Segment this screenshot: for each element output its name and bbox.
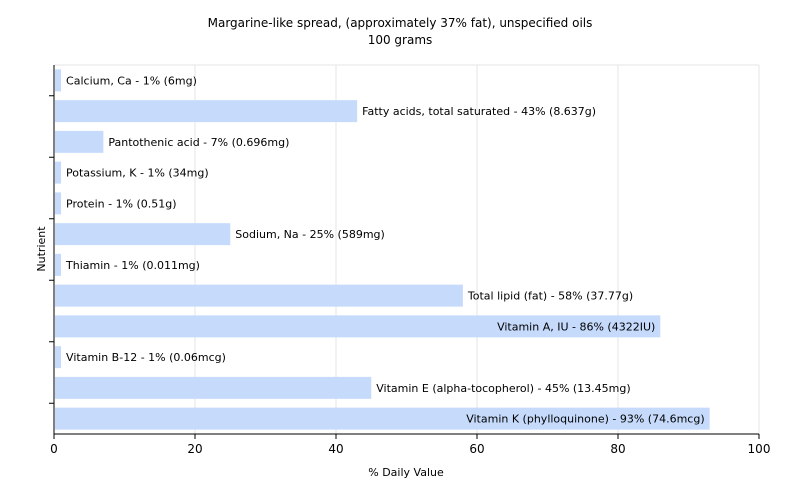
x-axis-label: % Daily Value: [368, 466, 444, 479]
bar: [55, 223, 231, 246]
bar: [55, 192, 62, 215]
bars-group: Calcium, Ca - 1% (6mg) Fatty acids, total…: [55, 69, 710, 430]
bar: [55, 161, 62, 184]
bar-label: Vitamin K (phylloquinone) - 93% (74.6mcg…: [466, 413, 704, 426]
x-tick-label: 40: [328, 442, 343, 456]
chart-subtitle: 100 grams: [368, 33, 433, 47]
bar: [55, 346, 62, 369]
bar-label: Total lipid (fat) - 58% (37.77g): [467, 290, 633, 303]
bar-label: Calcium, Ca - 1% (6mg): [66, 74, 197, 87]
bar: [55, 100, 358, 123]
bar-label: Protein - 1% (0.51g): [66, 197, 177, 210]
bar: [55, 130, 104, 153]
bar: [55, 253, 62, 276]
bar-label: Pantothenic acid - 7% (0.696mg): [108, 136, 289, 149]
bar-label: Fatty acids, total saturated - 43% (8.63…: [362, 105, 596, 118]
bar: [55, 69, 62, 92]
bar: [55, 315, 661, 338]
y-axis-label: Nutrient: [35, 226, 48, 272]
bar-label: Vitamin E (alpha-tocopherol) - 45% (13.4…: [376, 382, 630, 395]
bar: [55, 376, 372, 399]
bar-label: Vitamin A, IU - 86% (4322IU): [497, 320, 655, 333]
axes-group: 0 20 40 60 80 100: [49, 65, 770, 456]
x-tick-label: 80: [610, 442, 625, 456]
bar: [55, 407, 710, 430]
bar-label: Potassium, K - 1% (34mg): [66, 167, 209, 180]
x-tick-label: 100: [748, 442, 771, 456]
bar-label: Vitamin B-12 - 1% (0.06mcg): [66, 351, 226, 364]
chart-title: Margarine-like spread, (approximately 37…: [208, 16, 593, 30]
grid-lines: [54, 64, 760, 434]
bar-label: Thiamin - 1% (0.011mg): [65, 259, 200, 272]
x-tick-label: 60: [469, 442, 484, 456]
bar-label: Sodium, Na - 25% (589mg): [235, 228, 385, 241]
x-tick-label: 0: [50, 442, 58, 456]
x-tick-label: 20: [187, 442, 202, 456]
bar: [55, 284, 463, 307]
